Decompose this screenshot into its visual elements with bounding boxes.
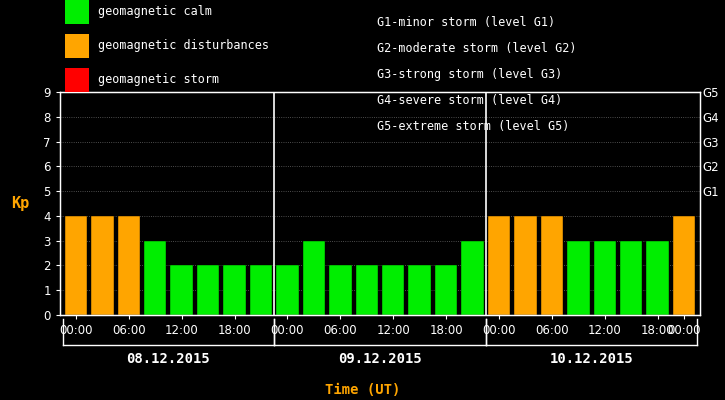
Bar [276, 266, 299, 315]
Text: G4-severe storm (level G4): G4-severe storm (level G4) [377, 94, 563, 107]
Bar [355, 266, 378, 315]
Bar [329, 266, 352, 315]
Bar [91, 216, 114, 315]
Bar [382, 266, 405, 315]
Text: Time (UT): Time (UT) [325, 383, 400, 397]
Bar [647, 241, 669, 315]
Bar [673, 216, 695, 315]
Bar [144, 241, 167, 315]
Bar [488, 216, 510, 315]
Bar [117, 216, 140, 315]
Bar [435, 266, 457, 315]
Text: G3-strong storm (level G3): G3-strong storm (level G3) [377, 68, 563, 81]
Bar [567, 241, 589, 315]
Bar [249, 266, 272, 315]
Bar [514, 216, 536, 315]
Bar [408, 266, 431, 315]
Text: 09.12.2015: 09.12.2015 [338, 352, 422, 366]
Text: geomagnetic disturbances: geomagnetic disturbances [98, 40, 269, 52]
Bar [223, 266, 246, 315]
Bar [620, 241, 642, 315]
Bar [65, 216, 87, 315]
Text: G1-minor storm (level G1): G1-minor storm (level G1) [377, 16, 555, 29]
Text: geomagnetic storm: geomagnetic storm [98, 74, 219, 86]
Text: Kp: Kp [11, 196, 29, 211]
Text: geomagnetic calm: geomagnetic calm [98, 6, 212, 18]
Text: 10.12.2015: 10.12.2015 [550, 352, 634, 366]
Bar [197, 266, 220, 315]
Bar [302, 241, 325, 315]
Bar [541, 216, 563, 315]
Bar [594, 241, 616, 315]
Bar [170, 266, 193, 315]
Bar [461, 241, 484, 315]
Text: 08.12.2015: 08.12.2015 [127, 352, 210, 366]
Text: G5-extreme storm (level G5): G5-extreme storm (level G5) [377, 120, 569, 133]
Text: G2-moderate storm (level G2): G2-moderate storm (level G2) [377, 42, 576, 55]
